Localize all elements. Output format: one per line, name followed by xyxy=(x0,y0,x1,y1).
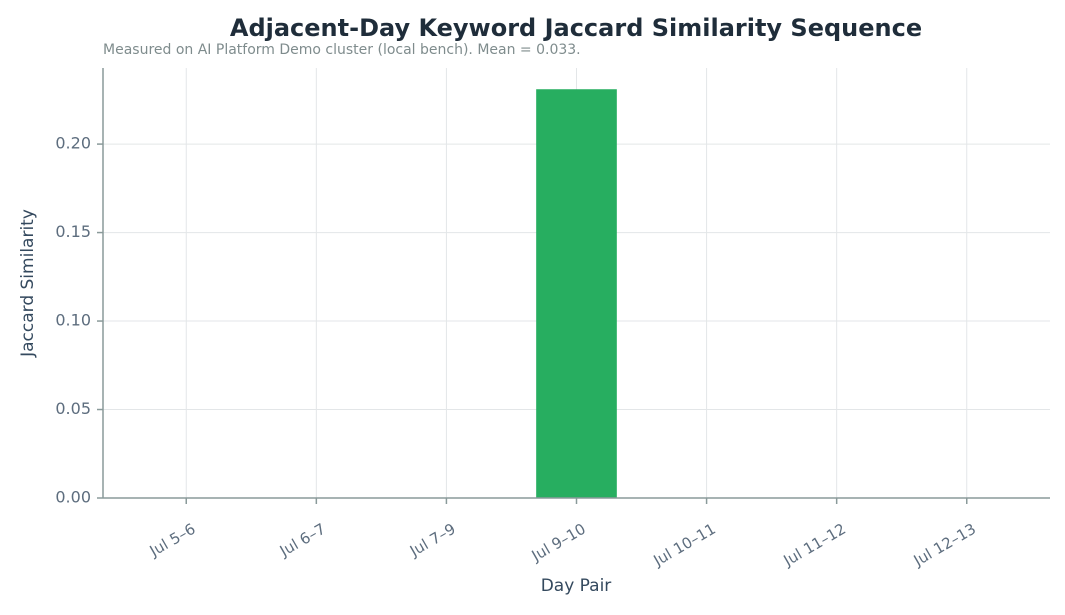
x-tick-label: Jul 6–7 xyxy=(276,520,329,561)
x-tick-label: Jul 12–13 xyxy=(910,520,979,570)
y-axis-label: Jaccard Similarity xyxy=(18,209,38,358)
x-tick-label: Jul 10–11 xyxy=(650,520,719,570)
x-tick-label: Jul 11–12 xyxy=(780,520,849,570)
y-tick-label: 0.00 xyxy=(55,488,91,507)
chart-subtitle: Measured on AI Platform Demo cluster (lo… xyxy=(103,42,581,58)
y-tick-label: 0.20 xyxy=(55,134,91,153)
x-tick-label: Jul 7–9 xyxy=(406,520,459,561)
chart-title: Adjacent-Day Keyword Jaccard Similarity … xyxy=(230,14,922,42)
x-tick-label: Jul 9–10 xyxy=(528,520,589,566)
y-tick-label: 0.05 xyxy=(55,399,91,418)
x-tick-label: Jul 5–6 xyxy=(146,520,199,561)
bar xyxy=(536,89,617,499)
x-axis-label: Day Pair xyxy=(541,576,612,596)
y-tick-label: 0.15 xyxy=(55,222,91,241)
y-tick-label: 0.10 xyxy=(55,311,91,330)
